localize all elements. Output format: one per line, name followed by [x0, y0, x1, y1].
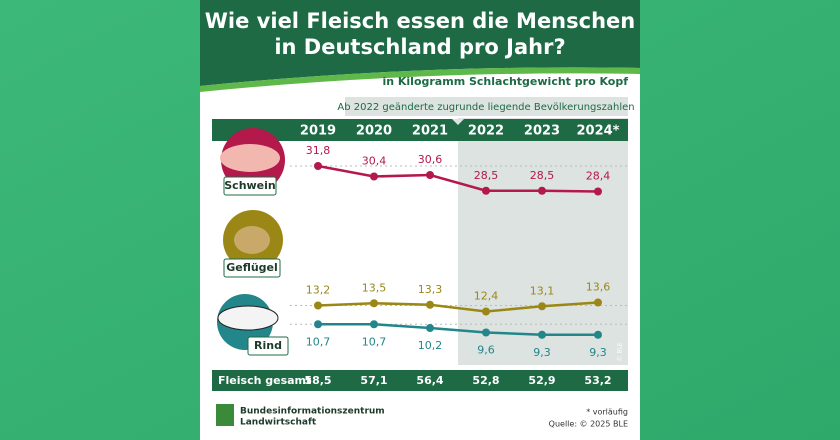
value-label: 9,3 — [533, 346, 551, 359]
value-label: 9,3 — [589, 346, 607, 359]
series-line — [317, 301, 599, 313]
point — [594, 187, 602, 196]
value-label: 13,2 — [306, 284, 331, 297]
revised-area — [458, 118, 628, 365]
value-label: 28,5 — [530, 169, 555, 182]
subtitle: in Kilogramm Schlachtgewicht pro Kopf — [382, 75, 628, 88]
footnote: * vorläufig — [586, 408, 628, 417]
year-bar — [212, 119, 628, 141]
note: Ab 2022 geänderte zugrunde liegende Bevö… — [337, 102, 634, 113]
point — [370, 172, 378, 181]
point — [314, 301, 322, 310]
value-label: 30,6 — [418, 153, 443, 166]
logo-text: Bundesinformationszentrum — [240, 407, 385, 417]
total-value: 56,4 — [416, 374, 443, 387]
note-pointer — [452, 119, 464, 125]
point — [538, 186, 546, 195]
value-label: 10,7 — [362, 335, 387, 348]
total-value: 57,1 — [360, 374, 387, 387]
point — [594, 330, 602, 339]
value-label: 9,6 — [477, 344, 495, 357]
series-label-box — [223, 176, 277, 196]
year-label: 2020 — [356, 124, 392, 139]
total-value: 52,9 — [528, 374, 555, 387]
series-label-box — [223, 258, 281, 278]
total-bar — [212, 370, 628, 391]
year-label: 2021 — [412, 124, 448, 139]
point — [594, 298, 602, 307]
value-label: 30,4 — [362, 155, 387, 168]
point — [482, 328, 490, 337]
year-label: 2023 — [524, 124, 560, 139]
point — [314, 320, 322, 329]
total-label: Fleisch gesamt — [218, 374, 311, 387]
point — [426, 300, 434, 309]
series-label: Schwein — [224, 179, 276, 192]
total-value: 53,2 — [584, 374, 611, 387]
title-line: in Deutschland pro Jahr? — [274, 35, 565, 59]
total-value: 52,8 — [472, 374, 499, 387]
watermark: © BLE — [617, 342, 624, 361]
note-box — [345, 97, 628, 116]
value-label: 13,5 — [362, 281, 387, 294]
chicken-body — [234, 226, 270, 254]
header-swoosh — [200, 67, 640, 92]
logo-mark — [216, 404, 234, 426]
point — [538, 330, 546, 339]
value-label: 31,8 — [306, 144, 331, 157]
point — [370, 320, 378, 329]
point — [482, 186, 490, 195]
logo-text: Landwirtschaft — [240, 418, 317, 428]
point — [370, 299, 378, 308]
point — [314, 162, 322, 170]
value-label: 12,4 — [474, 290, 499, 303]
point — [426, 324, 434, 332]
year-label: 2019 — [300, 124, 336, 139]
value-label: 13,1 — [530, 284, 555, 297]
value-label: 28,5 — [474, 169, 499, 182]
title-line: Wie viel Fleisch essen die Menschen — [205, 9, 635, 33]
value-label: 13,6 — [586, 281, 611, 294]
point — [426, 171, 434, 179]
series-label: Rind — [254, 339, 282, 352]
point — [482, 307, 490, 316]
series-line — [317, 164, 599, 193]
year-label: 2024* — [577, 124, 620, 139]
header-band — [200, 0, 640, 86]
point — [538, 302, 546, 311]
value-label: 10,2 — [418, 339, 443, 352]
pig-body — [220, 144, 280, 172]
source: Quelle: © 2025 BLE — [549, 420, 628, 429]
year-label: 2022 — [468, 124, 504, 139]
total-value: 58,5 — [304, 374, 331, 387]
series-label-box — [247, 336, 289, 356]
value-label: 10,7 — [306, 335, 331, 348]
value-label: 13,3 — [418, 283, 443, 296]
cow-body — [217, 305, 279, 331]
value-label: 28,4 — [586, 170, 611, 183]
series-line — [318, 323, 598, 336]
series-label: Geflügel — [226, 261, 278, 274]
